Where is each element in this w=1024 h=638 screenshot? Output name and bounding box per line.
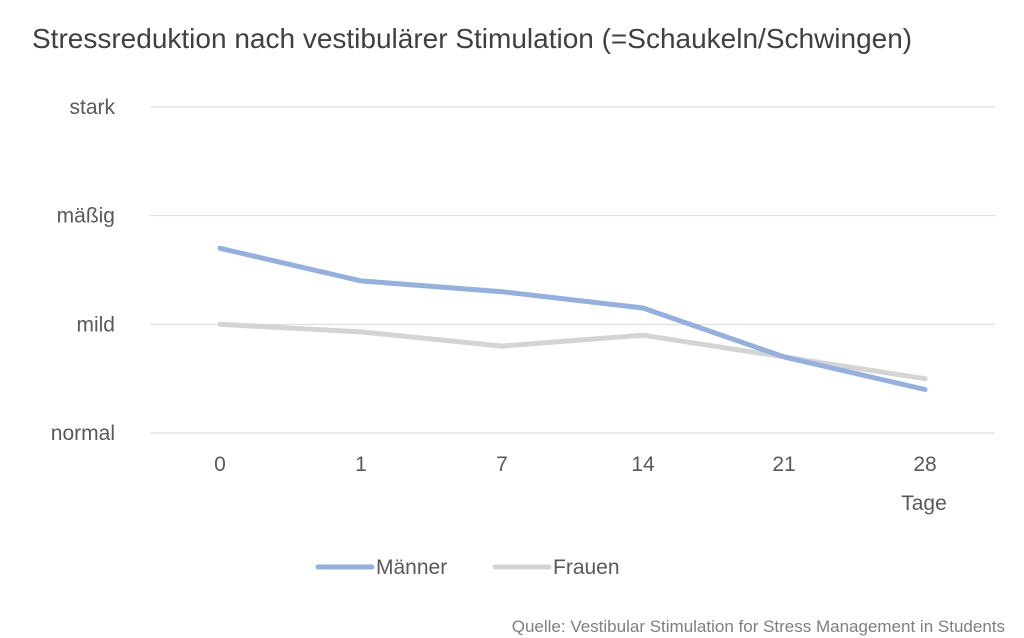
- y-tick-label: mäßig: [57, 205, 115, 228]
- x-axis-tick-labels: 0 1 7 14 21 28: [214, 453, 937, 476]
- legend-label: Männer: [376, 556, 447, 579]
- y-tick-label: mild: [76, 313, 115, 336]
- gridlines: [150, 106, 995, 434]
- legend: Männer Frauen: [315, 556, 620, 579]
- x-tick-label: 7: [496, 453, 508, 476]
- y-tick-label: stark: [69, 96, 115, 119]
- legend-label: Frauen: [553, 556, 620, 579]
- x-axis-label: Tage: [901, 492, 947, 515]
- y-axis-tick-labels: normal mild mäßig stark: [51, 96, 116, 445]
- source-note: Quelle: Vestibular Stimulation for Stres…: [512, 617, 1005, 636]
- series-lines: [217, 245, 928, 392]
- y-tick-label: normal: [51, 422, 115, 445]
- series-line-1: [217, 321, 928, 382]
- x-tick-label: 0: [214, 453, 226, 476]
- series-line-0: [217, 245, 928, 392]
- chart-title: Stressreduktion nach vestibulärer Stimul…: [32, 23, 912, 54]
- x-tick-label: 14: [631, 453, 655, 476]
- x-tick-label: 1: [355, 453, 367, 476]
- x-tick-label: 28: [913, 453, 936, 476]
- x-tick-label: 21: [772, 453, 795, 476]
